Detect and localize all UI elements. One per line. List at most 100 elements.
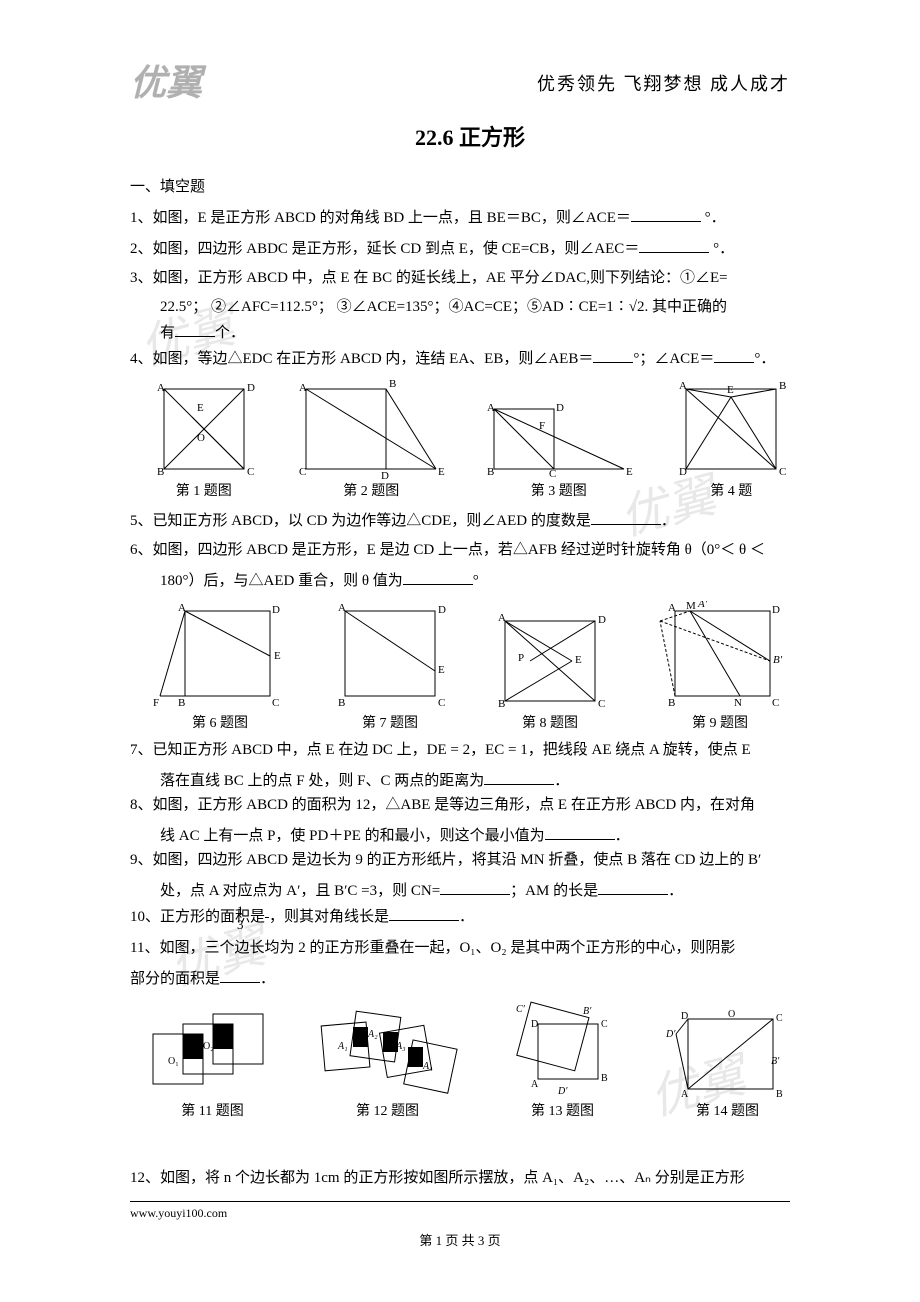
question-11: 11、如图，三个边长均为 2 的正方形重叠在一起，O₁、O₂ 是其中两个正方形的… [130,936,810,960]
question-12: 12、如图，将 n 个边长都为 1cm 的正方形按如图所示摆放，点 A₁、A₂、… [130,1166,810,1190]
caption-11: 第 11 题图 [181,1101,243,1123]
question-2: 2、如图，四边形 ABDC 是正方形，延长 CD 到点 E，使 CE=CB，则∠… [130,235,810,261]
svg-text:E: E [197,402,204,414]
svg-text:F: F [539,420,545,432]
question-1: 1、如图，E 是正方形 ABCD 的对角线 BD 上一点，且 BE＝BC，则∠A… [130,204,810,230]
figure-4: A B D C E 第 4 题 [671,379,791,503]
blank [545,822,615,840]
svg-text:C: C [776,1013,783,1024]
figure-14: D O C A B D′ B′ 第 14 题图 [663,1009,793,1123]
svg-text:C: C [549,468,556,479]
svg-text:B: B [157,466,164,478]
svg-text:A: A [487,402,495,414]
svg-text:A: A [157,382,165,394]
svg-text:A′: A′ [697,601,708,610]
caption-14: 第 14 题图 [696,1101,759,1123]
q4-text: 4、如图，等边△EDC 在正方形 ABCD 内，连结 EA、EB，则∠AEB＝ [130,351,593,367]
svg-text:C′: C′ [516,1004,526,1015]
q8-text: 8、如图，正方形 ABCD 的面积为 12，△ABE 是等边三角形，点 E 在正… [130,797,755,813]
q1-text: 1、如图，E 是正方形 ABCD 的对角线 BD 上一点，且 BE＝BC，则∠A… [130,210,631,226]
svg-text:C: C [598,698,605,710]
svg-text:N: N [734,697,742,709]
caption-3: 第 3 题图 [531,481,587,503]
question-11-line2: 部分的面积是． [130,965,810,991]
svg-text:D: D [531,1019,538,1030]
svg-text:D′: D′ [665,1029,676,1040]
svg-text:A: A [178,602,186,614]
svg-text:A: A [679,380,687,392]
figure-2: A B C D E 第 2 题图 [296,379,446,503]
svg-text:B: B [498,698,505,710]
header-motto: 优秀领先 飞翔梦想 成人成才 [537,70,790,99]
svg-text:B′: B′ [771,1056,780,1067]
svg-text:A: A [531,1079,539,1090]
figure-row-3: O₁ O₂ 第 11 题图 A₁ A₂ A₃ A₄ 第 12 题图 C′ B′ … [130,999,810,1123]
svg-text:D′: D′ [557,1086,568,1097]
blank [591,507,661,525]
svg-text:A₃: A₃ [395,1041,406,1052]
q8-l2-pre: 线 AC 上有一点 P，使 PD＋PE 的和最小，则这个最小值为 [160,828,545,844]
svg-text:A₄: A₄ [422,1061,433,1072]
svg-text:D: D [438,604,446,616]
section-heading: 一、填空题 [130,175,810,199]
svg-text:E: E [727,384,734,396]
svg-text:A: A [668,602,676,614]
svg-text:E: E [274,650,281,662]
svg-text:C: C [779,466,786,478]
question-9-line2: 处，点 A 对应点为 A′，且 B′C =3，则 CN=；AM 的长是． [130,877,810,903]
page-number: 第 1 页 共 3 页 [130,1231,790,1252]
blank [598,877,668,895]
svg-text:E: E [626,466,633,478]
svg-text:C: C [438,697,445,709]
question-8: 8、如图，正方形 ABCD 的面积为 12，△ABE 是等边三角形，点 E 在正… [130,793,810,817]
svg-text:A: A [338,602,346,614]
question-7-line2: 落在直线 BC 上的点 F 处，则 F、C 两点的距离为． [130,767,810,793]
svg-text:O: O [728,1009,735,1020]
question-6-line2: 180°）后，与△AED 重合，则 θ 值为° [130,567,810,593]
svg-text:D: D [381,470,389,479]
svg-text:B′: B′ [583,1006,592,1017]
q11-l2-pre: 部分的面积是 [130,971,220,987]
blank [175,319,215,337]
q4-suf: °． [754,351,775,367]
svg-text:C: C [299,466,306,478]
blank [403,567,473,585]
figure-7: A D B C E 第 7 题图 [330,601,450,735]
caption-13: 第 13 题图 [531,1101,594,1123]
svg-text:A: A [299,382,307,394]
svg-text:A₂: A₂ [367,1029,378,1040]
q2-text: 2、如图，四边形 ABDC 是正方形，延长 CD 到点 E，使 CE=CB，则∠… [130,241,639,257]
svg-text:B′: B′ [773,654,783,666]
question-9: 9、如图，四边形 ABCD 是边长为 9 的正方形纸片，将其沿 MN 折叠，使点… [130,848,810,872]
q9-text: 9、如图，四边形 ABCD 是边长为 9 的正方形纸片，将其沿 MN 折叠，使点… [130,852,761,868]
caption-1: 第 1 题图 [176,481,232,503]
page-title: 22.6 正方形 [130,120,810,155]
svg-text:E: E [438,466,445,478]
logo: 优翼 [130,55,202,113]
figure-8: A D B C E P 第 8 题图 [490,611,610,735]
q10-pre: 10、正方形的面积是 [130,909,265,925]
question-5: 5、已知正方形 ABCD，以 CD 为边作等边△CDE，则∠AED 的度数是． [130,507,810,533]
q10-mid: ，则其对角线长是 [269,909,389,925]
q10-suf: ． [459,909,474,925]
svg-text:B: B [338,697,345,709]
blank [440,877,510,895]
blank [389,903,459,921]
svg-text:O₁: O₁ [168,1056,179,1067]
svg-text:A: A [681,1089,689,1099]
caption-8: 第 8 题图 [522,713,578,735]
svg-text:A₁: A₁ [337,1041,348,1052]
q4-mid: °；∠ACE＝ [633,351,714,367]
blank [593,345,633,363]
q5-text: 5、已知正方形 ABCD，以 CD 为边作等边△CDE，则∠AED 的度数是 [130,513,591,529]
figure-11: O₁ O₂ 第 11 题图 [148,1009,278,1123]
figure-row-1: A D B C E O 第 1 题图 A B C D E 第 2 题图 A [130,379,810,503]
svg-text:B: B [668,697,675,709]
q1-suffix: °． [701,210,726,226]
figure-9: A M A′ D B C N B′ 第 9 题图 [650,601,790,735]
q7-text: 7、已知正方形 ABCD 中，点 E 在边 DC 上，DE = 2，EC = 1… [130,742,751,758]
q3-l3-pre: 有 [160,325,175,341]
blank [714,345,754,363]
svg-text:D: D [272,604,280,616]
svg-text:C: C [247,466,254,478]
